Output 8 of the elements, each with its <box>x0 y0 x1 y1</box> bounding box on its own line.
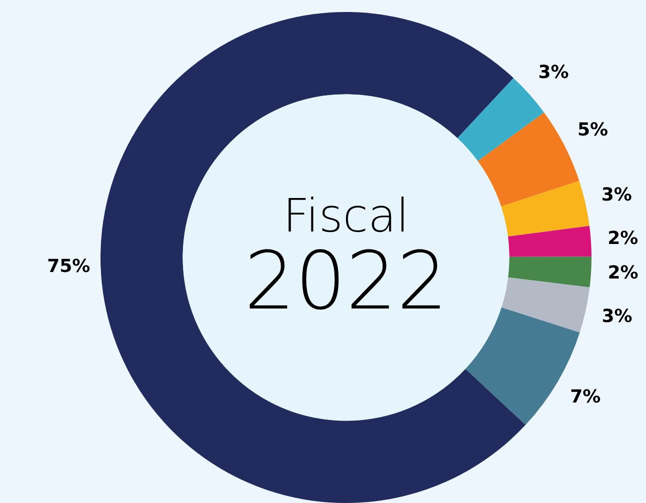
data-label: 3% <box>601 184 632 206</box>
data-label: 2% <box>608 262 638 284</box>
data-label: 3% <box>602 306 632 327</box>
data-label: 2% <box>608 228 638 249</box>
data-label: 7% <box>570 386 601 408</box>
data-label: 5% <box>578 119 608 140</box>
data-label: 3% <box>538 62 569 83</box>
data-label: 75% <box>47 256 90 277</box>
